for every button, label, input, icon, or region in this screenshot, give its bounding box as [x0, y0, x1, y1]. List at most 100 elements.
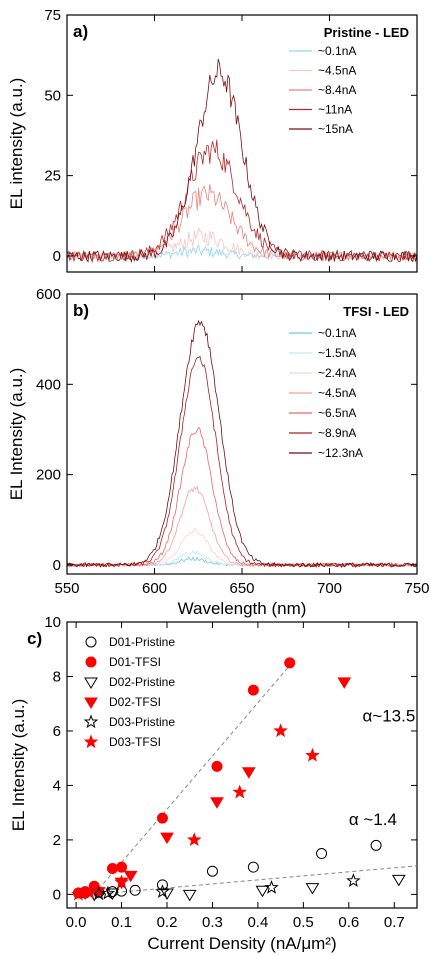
data-point [106, 863, 118, 875]
data-point [129, 884, 141, 896]
spectrum-line [66, 139, 418, 263]
data-point [160, 888, 174, 900]
x-axis-label: Wavelength (nm) [178, 599, 307, 618]
x-tick-label: 0.7 [384, 914, 405, 931]
data-point [114, 874, 129, 889]
legend-label: ~8.9nA [318, 426, 356, 440]
y-tick-label: 50 [44, 87, 61, 104]
x-tick-label: 750 [404, 580, 429, 597]
y-tick-label: 10 [44, 614, 61, 631]
x-tick-label: 0.6 [338, 914, 359, 931]
panel-label: b) [73, 301, 89, 320]
data-point [206, 865, 218, 877]
y-tick-label: 25 [44, 168, 61, 185]
panel-a-spectra: 0 25 50 75 a) Pristine - LED ~0.1nA ~4.5nA ~8.4n… [7, 7, 418, 273]
x-tick-label: 600 [142, 580, 167, 597]
data-point [247, 861, 259, 873]
spectrum-line [66, 58, 418, 264]
y-tick-label: 0 [53, 886, 61, 903]
x-tick-label: 0.5 [293, 914, 314, 931]
legend-label: D03-TFSI [109, 735, 161, 749]
legend-label: D02-Pristine [109, 675, 175, 689]
y-tick-label: 8 [53, 668, 61, 685]
data-point [84, 677, 98, 689]
data-point [105, 888, 120, 900]
plot-frame [66, 293, 418, 575]
y-tick-label: 600 [36, 286, 61, 303]
y-tick-label: 400 [36, 376, 61, 393]
legend-label: ~0.1nA [318, 326, 356, 340]
data-point [123, 870, 138, 883]
panel-c-scatter: 0 2 4 6 8 10 0.0 0.1 0.2 0.3 0.4 0.5 0.6 0.7 c) D01-Pri… [9, 614, 418, 953]
data-point [346, 873, 361, 887]
y-tick-label: 4 [53, 777, 61, 794]
legend-title: TFSI - LED [343, 304, 409, 319]
data-point [160, 832, 174, 845]
y-tick-label: 200 [36, 467, 61, 484]
y-tick-label: 2 [53, 832, 61, 849]
legend-label: ~8.4nA [318, 83, 356, 97]
y-axis-label: EL intensity (a.u.) [7, 78, 26, 210]
data-point [71, 886, 86, 901]
legend-label: D03-Pristine [109, 715, 175, 729]
data-point [391, 874, 406, 887]
data-point [284, 657, 296, 669]
data-point [316, 848, 328, 860]
panel-b-spectra: 0 200 400 600 550 600 650 700 750 b) TFSI - LED ~0.… [7, 286, 430, 618]
data-point [155, 884, 170, 898]
data-point [85, 656, 97, 668]
data-point [100, 885, 116, 900]
data-point [211, 760, 223, 772]
x-tick-label: 0.0 [66, 914, 87, 931]
data-point [156, 812, 168, 824]
data-point [84, 697, 98, 709]
data-point [210, 797, 224, 809]
data-point [337, 677, 352, 689]
x-tick-label: 650 [229, 580, 254, 597]
spectrum-line [66, 319, 418, 569]
legend-label: ~2.4nA [318, 366, 356, 380]
data-point [370, 839, 382, 851]
plot-frame [66, 621, 418, 909]
data-point [264, 879, 279, 894]
y-tick-label: 0 [53, 557, 61, 574]
x-tick-label: 0.4 [247, 914, 268, 931]
x-axis-label: Current Density (nA/μm²) [147, 934, 336, 953]
data-point [187, 832, 202, 847]
data-point [83, 734, 99, 749]
panel-label: a) [73, 22, 88, 41]
x-tick-label: 0.3 [202, 914, 223, 931]
legend-label: D01-TFSI [109, 655, 161, 669]
data-point [232, 784, 247, 799]
legend-label: D02-TFSI [109, 695, 161, 709]
y-tick-label: 0 [53, 248, 61, 265]
legend-label: ~0.1nA [318, 44, 356, 58]
data-point [305, 883, 320, 895]
fit-line [93, 659, 295, 895]
slope-annotation: α ~1.4 [349, 810, 397, 829]
x-tick-label: 550 [54, 580, 79, 597]
spectrum-line [66, 528, 418, 567]
data-point [305, 747, 320, 762]
data-point [116, 861, 128, 873]
data-point [182, 889, 197, 902]
spectrum-line [66, 355, 418, 568]
y-axis-label: EL Intensity (a.u.) [9, 699, 28, 832]
data-point [273, 723, 288, 738]
plot-frame [66, 14, 418, 273]
x-tick-label: 0.1 [111, 914, 132, 931]
legend-label: ~12.3nA [318, 446, 363, 460]
data-point [241, 767, 256, 779]
x-tick-label: 0.2 [157, 914, 178, 931]
fit-line [94, 865, 418, 895]
spectrum-line [66, 426, 418, 568]
legend-label: D01-Pristine [109, 635, 175, 649]
legend-label: ~6.5nA [318, 406, 356, 420]
data-point [83, 714, 99, 729]
data-point [82, 885, 97, 900]
y-axis-label: EL Intensity (a.u.) [7, 368, 26, 501]
slope-annotation: α~13.5 [362, 706, 415, 725]
legend-title: Pristine - LED [324, 25, 409, 40]
data-point [247, 684, 259, 696]
